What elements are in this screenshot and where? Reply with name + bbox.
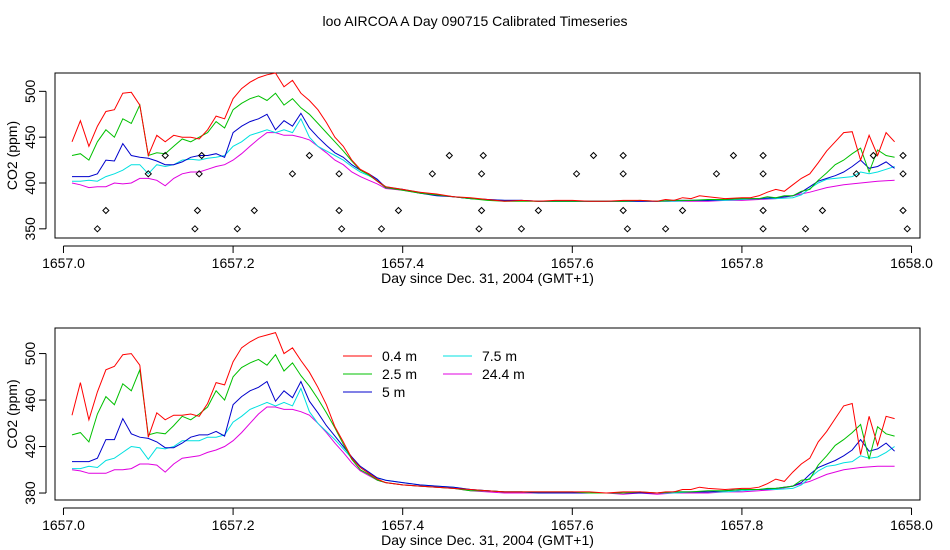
diamond-marker — [475, 225, 483, 233]
diamond-marker — [623, 225, 632, 233]
diamond-marker — [903, 225, 911, 233]
x-tick-label: 1657.6 — [551, 255, 594, 271]
x-axis-label: Day since Dec. 31, 2004 (GMT+1) — [381, 270, 594, 286]
diamond-marker — [305, 151, 314, 160]
diamond-marker — [477, 206, 486, 215]
legend-label-5-m: 5 m — [382, 384, 405, 400]
diamond-marker — [250, 206, 258, 215]
diamond-marker — [729, 151, 738, 160]
legend-label-2-5-m: 2.5 m — [382, 366, 417, 382]
diamond-marker — [678, 206, 687, 215]
y-tick-label: 500 — [22, 79, 38, 103]
diamond-marker — [479, 151, 487, 160]
diamond-marker — [102, 206, 110, 215]
legend: 0.4 m 2.5 m 5 m 7.5 m 24.4 m — [343, 348, 525, 400]
diamond-marker — [572, 170, 581, 178]
diamond-marker — [161, 151, 169, 160]
diamond-marker — [445, 151, 454, 160]
y-tick-label: 450 — [22, 125, 38, 149]
diamond-marker — [335, 206, 343, 215]
diamond-marker — [869, 151, 878, 160]
diamond-marker — [759, 170, 767, 178]
diamond-marker — [477, 170, 486, 178]
diamond-marker — [818, 206, 827, 215]
y-tick-label: 380 — [22, 481, 38, 505]
series-line-2-5-m — [71, 92, 895, 202]
y-axis-label: CO2 (ppm) — [4, 379, 20, 448]
diamond-marker — [335, 170, 343, 178]
diamond-marker — [288, 170, 297, 178]
diamond-marker — [712, 170, 721, 178]
diamond-marker — [899, 206, 907, 215]
y-tick-label: 350 — [22, 217, 38, 241]
diamond-marker — [377, 225, 386, 233]
bottom-panel: 1657.0 1657.2 1657.4 1657.6 1657.8 1658.0 Day … — [4, 327, 933, 548]
x-tick-label: 1657.0 — [42, 517, 85, 533]
y-tick-label: 420 — [22, 435, 38, 459]
diamond-marker — [899, 170, 907, 178]
series-line-5-m — [72, 112, 895, 202]
x-tick-label: 1657.4 — [381, 255, 424, 271]
diamond-marker — [517, 225, 526, 233]
series-line-7-5-m — [72, 117, 895, 202]
diamond-marker — [759, 206, 767, 215]
diamond-marker — [394, 206, 403, 215]
legend-label-24-4-m: 24.4 m — [482, 366, 525, 382]
x-tick-label: 1658.0 — [890, 255, 933, 271]
y-tick-label: 460 — [22, 388, 38, 412]
diamond-marker — [144, 170, 152, 178]
series-line-24-4-m — [71, 132, 895, 202]
series-line-5-m — [72, 380, 895, 494]
plot-frame — [54, 72, 921, 239]
series-line-0-4-m — [71, 331, 895, 494]
figure-title: loo AIRCOA A Day 090715 Calibrated Times… — [322, 13, 627, 29]
diamond-marker — [852, 170, 861, 178]
diamond-marker — [233, 225, 242, 233]
x-tick-label: 1657.2 — [212, 255, 255, 271]
x-tick-label: 1657.6 — [551, 517, 594, 533]
diamond-marker — [619, 151, 627, 160]
plot-frame — [54, 327, 921, 501]
diamond-marker — [93, 225, 102, 233]
diamond-marker — [198, 151, 206, 160]
diamond-marker — [337, 225, 346, 233]
diamond-marker — [193, 206, 202, 215]
y-tick-label: 500 — [22, 342, 38, 366]
series-line-7-5-m — [72, 387, 895, 494]
diamond-marker — [801, 225, 810, 233]
y-axis-label: CO2 (ppm) — [4, 121, 20, 190]
diamond-marker — [191, 225, 199, 233]
top-panel: 1657.0 1657.2 1657.4 1657.6 1657.8 1658.0 Day … — [4, 72, 933, 286]
diamond-marker — [661, 225, 670, 233]
diamond-marker — [899, 151, 907, 160]
diamond-marker — [759, 225, 767, 233]
y-tick-label: 400 — [22, 171, 38, 195]
series-line-0-4-m — [71, 72, 895, 202]
diamond-marker — [195, 170, 203, 178]
x-tick-label: 1657.8 — [720, 517, 763, 533]
series-line-24-4-m — [71, 406, 895, 495]
diamond-marker — [589, 151, 598, 160]
x-tick-label: 1657.2 — [212, 517, 255, 533]
diamond-marker — [619, 170, 627, 178]
legend-label-7-5-m: 7.5 m — [482, 348, 517, 364]
x-tick-label: 1657.4 — [381, 517, 424, 533]
diamond-marker — [534, 206, 543, 215]
diamond-marker — [759, 151, 767, 160]
x-tick-label: 1658.0 — [890, 517, 933, 533]
legend-label-0-4-m: 0.4 m — [382, 348, 417, 364]
diamond-marker — [619, 206, 627, 215]
x-axis-label: Day since Dec. 31, 2004 (GMT+1) — [381, 532, 594, 548]
diamond-marker — [428, 170, 437, 178]
x-tick-label: 1657.8 — [720, 255, 763, 271]
x-tick-label: 1657.0 — [42, 255, 85, 271]
